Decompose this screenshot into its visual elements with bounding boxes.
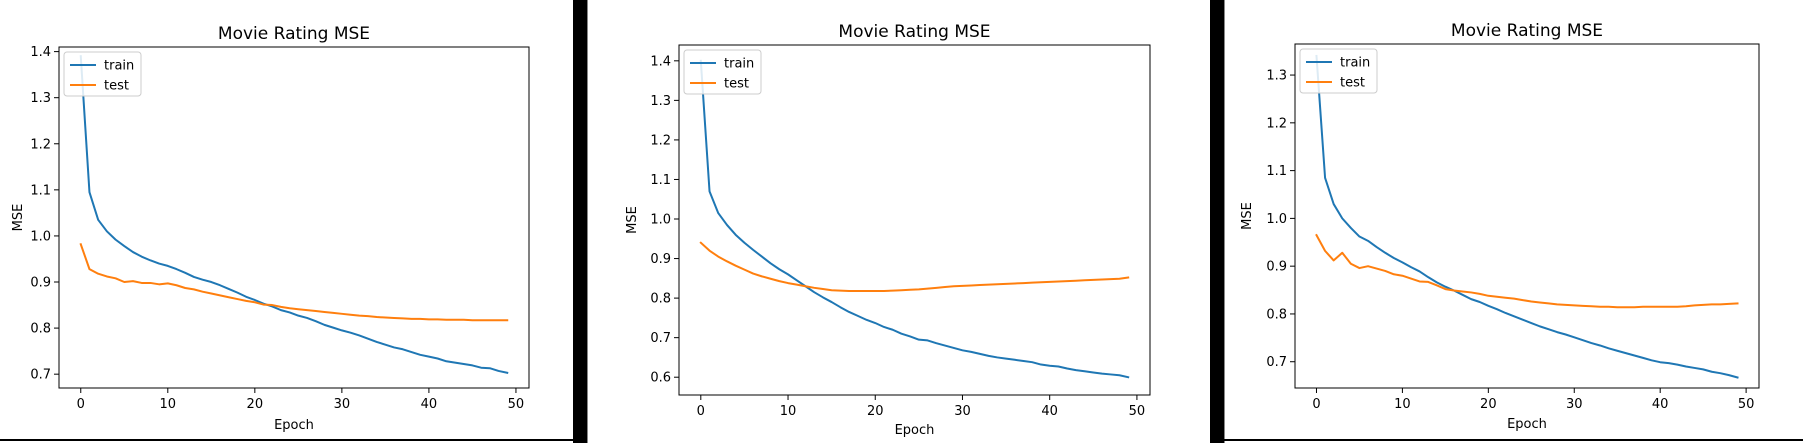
series-group bbox=[1315, 54, 1739, 379]
x-tick-label: 50 bbox=[508, 397, 525, 412]
y-tick-label: 1.2 bbox=[1266, 116, 1287, 131]
y-tick-label: 1.1 bbox=[30, 183, 51, 198]
y-tick-label: 1.1 bbox=[650, 173, 671, 188]
y-tick-label: 1.0 bbox=[650, 213, 671, 228]
chart-title: Movie Rating MSE bbox=[1451, 21, 1603, 41]
legend-label-train: train bbox=[724, 57, 754, 72]
y-tick-label: 0.9 bbox=[650, 252, 671, 267]
y-axis-label: MSE bbox=[1240, 202, 1255, 230]
chart-title: Movie Rating MSE bbox=[838, 22, 990, 42]
y-tick-label: 1.0 bbox=[1266, 212, 1287, 227]
x-tick-label: 10 bbox=[160, 397, 177, 412]
y-tick-label: 1.3 bbox=[30, 91, 51, 106]
legend-label-train: train bbox=[1340, 56, 1370, 71]
x-tick-label: 0 bbox=[77, 397, 85, 412]
legend: train test bbox=[63, 51, 142, 97]
series-line-test bbox=[79, 242, 509, 322]
axes-frame bbox=[1294, 43, 1760, 389]
y-tick-label: 0.8 bbox=[30, 322, 51, 337]
series-group bbox=[79, 55, 509, 374]
series-line-train bbox=[79, 55, 509, 374]
separator-bar-left bbox=[573, 0, 587, 443]
x-tick-label: 10 bbox=[780, 404, 797, 419]
y-tick-label: 0.9 bbox=[1266, 260, 1287, 275]
y-tick-label: 1.4 bbox=[30, 45, 51, 60]
x-axis-label: Epoch bbox=[274, 418, 314, 433]
chart-panel-2: Movie Rating MSE 0 10 20 30 40 50 0.6 0.7 0.8 0.9 1… bbox=[625, 22, 1151, 438]
x-tick-label: 40 bbox=[421, 397, 438, 412]
series-line-test bbox=[1315, 233, 1739, 309]
legend-label-test: test bbox=[724, 77, 749, 92]
bottom-border-left bbox=[0, 439, 587, 441]
chart-panel-3: Movie Rating MSE 0 10 20 30 40 50 0.7 0.8 0.9 1.0 1… bbox=[1240, 21, 1760, 432]
y-tick-label: 1.2 bbox=[650, 133, 671, 148]
legend-label-test: test bbox=[104, 79, 129, 94]
series-line-test bbox=[699, 241, 1130, 292]
y-tick-label: 0.9 bbox=[30, 276, 51, 291]
y-tick-label: 0.7 bbox=[1266, 355, 1287, 370]
x-tick-label: 40 bbox=[1041, 404, 1058, 419]
y-tick-label: 1.0 bbox=[30, 229, 51, 244]
axes-frame bbox=[58, 46, 530, 389]
separator-edge-left bbox=[587, 0, 588, 443]
legend-label-train: train bbox=[104, 59, 134, 74]
x-tick-label: 10 bbox=[1394, 397, 1411, 412]
legend: train test bbox=[1299, 48, 1378, 94]
y-axis-label: MSE bbox=[11, 204, 26, 232]
series-line-train bbox=[1315, 54, 1739, 379]
x-tick-label: 30 bbox=[954, 404, 971, 419]
chart-panels: Movie Rating MSE 0 10 20 30 40 50 0.7 0.8 0.9 1.0 1… bbox=[11, 21, 1760, 438]
y-tick-label: 0.8 bbox=[650, 292, 671, 307]
x-tick-label: 30 bbox=[334, 397, 351, 412]
y-tick-label: 0.7 bbox=[650, 331, 671, 346]
x-tick-label: 20 bbox=[1480, 397, 1497, 412]
y-tick-label: 1.3 bbox=[650, 94, 671, 109]
bottom-border-right bbox=[1224, 439, 1803, 441]
x-tick-label: 20 bbox=[867, 404, 884, 419]
y-tick-label: 1.2 bbox=[30, 137, 51, 152]
x-tick-label: 20 bbox=[247, 397, 264, 412]
x-axis-label: Epoch bbox=[895, 423, 935, 438]
y-tick-label: 0.8 bbox=[1266, 307, 1287, 322]
legend-label-test: test bbox=[1340, 76, 1365, 91]
y-tick-label: 1.3 bbox=[1266, 69, 1287, 84]
series-group bbox=[699, 59, 1130, 379]
chart-panel-1: Movie Rating MSE 0 10 20 30 40 50 0.7 0.8 0.9 1.0 1… bbox=[11, 24, 530, 433]
series-line-train bbox=[699, 59, 1130, 379]
y-axis-label: MSE bbox=[625, 206, 640, 234]
x-tick-label: 50 bbox=[1738, 397, 1755, 412]
axes-frame bbox=[678, 44, 1151, 396]
x-tick-label: 40 bbox=[1652, 397, 1669, 412]
y-tick-label: 1.4 bbox=[650, 54, 671, 69]
x-tick-label: 0 bbox=[1312, 397, 1320, 412]
y-tick-label: 1.1 bbox=[1266, 164, 1287, 179]
separator-edge-right bbox=[1224, 0, 1225, 443]
separator-bar-right bbox=[1210, 0, 1224, 443]
x-tick-label: 30 bbox=[1566, 397, 1583, 412]
x-axis-label: Epoch bbox=[1507, 417, 1547, 432]
legend: train test bbox=[683, 49, 762, 95]
x-tick-label: 0 bbox=[697, 404, 705, 419]
y-tick-label: 0.7 bbox=[30, 368, 51, 383]
y-tick-label: 0.6 bbox=[650, 371, 671, 386]
x-tick-label: 50 bbox=[1129, 404, 1146, 419]
chart-title: Movie Rating MSE bbox=[218, 24, 370, 44]
